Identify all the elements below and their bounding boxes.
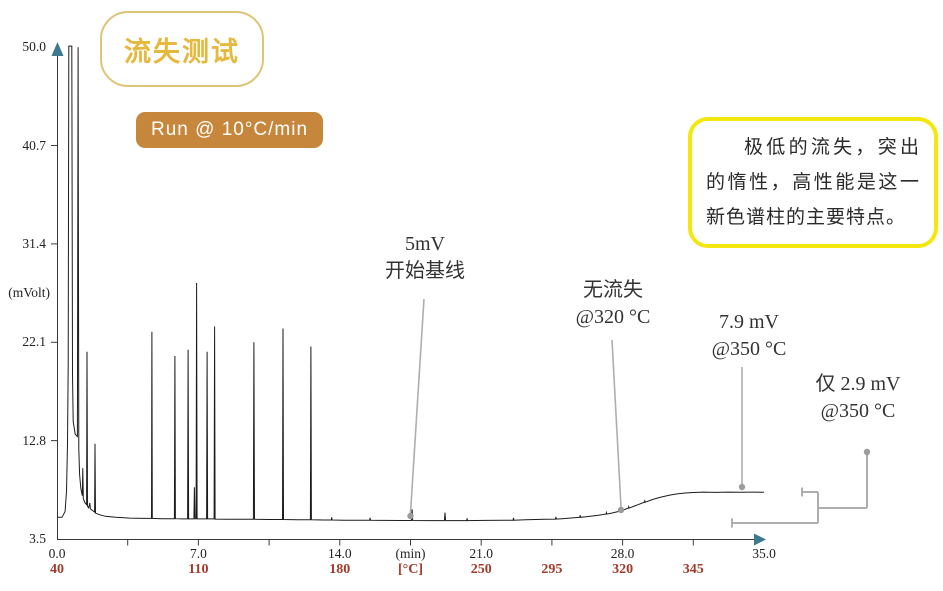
annotation-leader-dot	[863, 448, 871, 456]
annotation-line: @350 °C	[820, 400, 896, 422]
annotation-bleed-350: 7.9 mV @350 °C	[712, 309, 787, 363]
annotation-leader-dot	[617, 506, 625, 514]
y-tick-label: 3.5	[29, 531, 46, 546]
x-temperature-label: 345	[682, 562, 704, 577]
x-minute-label: 0.0	[48, 546, 66, 561]
y-tick-label: 40.7	[22, 137, 46, 153]
x-axis-arrow-icon	[754, 533, 766, 546]
highlight-note-text: 极低的流失，突出的惰性，高性能是这一新色谱柱的主要特点。	[706, 137, 920, 228]
y-axis-arrow-icon	[51, 42, 64, 56]
annotation-leader-dot	[407, 512, 414, 520]
x-temperature-label: 40	[50, 562, 64, 577]
x-minute-label: 14.0	[327, 546, 352, 561]
x-minute-label: 35.0	[752, 546, 776, 561]
x-minute-label: 28.0	[610, 546, 635, 561]
y-axis-unit-label: (mVolt)	[8, 285, 50, 300]
run-condition-label: Run @ 10°C/min	[151, 119, 309, 140]
highlight-note-box: 极低的流失，突出的惰性，高性能是这一新色谱柱的主要特点。	[688, 117, 938, 248]
x-minute-label: 7.0	[189, 546, 207, 561]
x-minute-label: 21.0	[469, 546, 493, 561]
chromatogram-trace	[57, 45, 765, 522]
annotation-line: 无流失	[582, 279, 643, 301]
annotation-only-2-9mv: 仅 2.9 mV @350 °C	[816, 371, 901, 425]
y-tick-label: 50.0	[22, 39, 46, 55]
x-temperature-label: [°C]	[397, 562, 424, 577]
annotation-line: 仅 2.9 mV	[815, 373, 901, 395]
y-tick-label: 12.8	[22, 432, 46, 448]
y-tick-label: 22.1	[22, 334, 46, 350]
y-tick-label: 31.4	[22, 235, 46, 251]
x-temperature-label: 320	[612, 562, 634, 577]
annotation-line: 开始基线	[385, 260, 465, 282]
annotation-leader-line	[611, 339, 622, 508]
annotation-baseline-start: 5mV 开始基线	[385, 231, 465, 285]
x-temperature-label: 110	[188, 562, 209, 577]
annotation-line: @320 °C	[575, 306, 651, 328]
run-condition-badge: Run @ 10°C/min	[136, 112, 324, 148]
x-minute-label: (min)	[395, 546, 426, 561]
page-title: 流失测试	[124, 36, 240, 67]
annotation-line: @350 °C	[711, 338, 787, 360]
annotation-line: 5mV	[405, 233, 445, 255]
annotation-leader-line	[409, 298, 425, 514]
x-temperature-label: 295	[541, 562, 563, 577]
title-badge: 流失测试	[100, 11, 264, 87]
annotation-leader-dot	[738, 483, 746, 491]
annotation-line: 7.9 mV	[718, 311, 779, 333]
x-temperature-label: 250	[470, 562, 492, 577]
annotation-no-bleed: 无流失 @320 °C	[576, 277, 651, 331]
x-temperature-label: 180	[329, 562, 351, 577]
